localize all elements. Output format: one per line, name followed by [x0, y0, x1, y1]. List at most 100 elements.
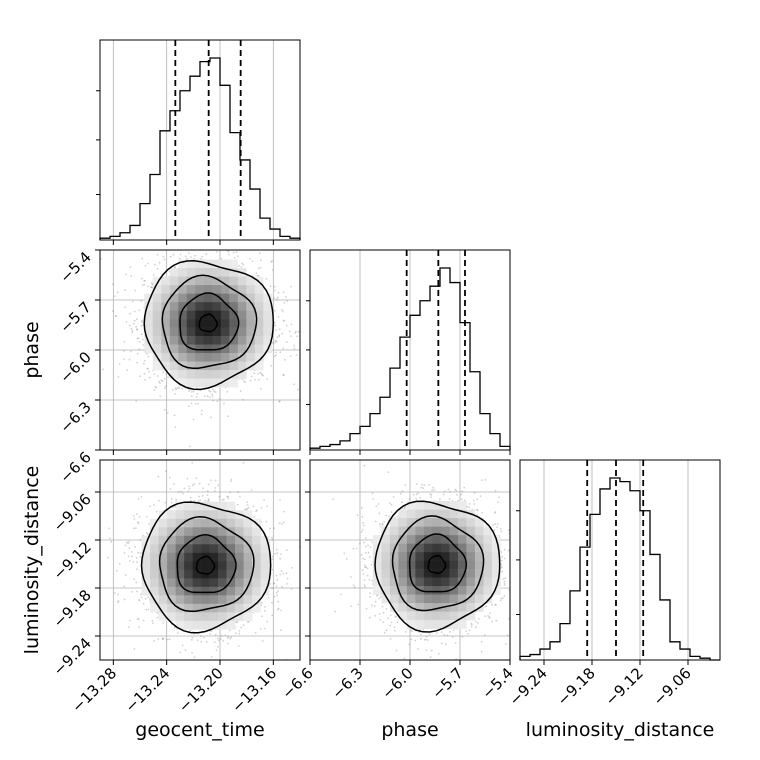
- panel-content: [100, 222, 303, 448]
- sample-point: [193, 222, 195, 224]
- sample-point: [128, 324, 131, 327]
- density-cell: [203, 268, 213, 277]
- sample-point: [217, 646, 219, 648]
- sample-point: [296, 388, 299, 391]
- sample-point: [118, 562, 121, 565]
- density-cell: [237, 276, 247, 286]
- density-cell: [195, 302, 205, 311]
- density-cell: [229, 327, 239, 337]
- density-cell: [195, 268, 205, 277]
- density-cell: [203, 378, 213, 388]
- density-cell: [186, 336, 196, 345]
- sample-point: [198, 482, 201, 485]
- density-cell: [186, 319, 196, 328]
- sample-point: [172, 253, 175, 256]
- sample-point: [136, 568, 138, 571]
- density-cell: [203, 276, 213, 286]
- sample-point: [190, 256, 192, 259]
- sample-point: [125, 273, 127, 276]
- density-cell: [203, 285, 213, 294]
- density-cell: [212, 370, 222, 379]
- sample-point: [133, 319, 136, 322]
- density-cell: [186, 370, 196, 379]
- sample-point: [301, 335, 303, 337]
- density-cell: [203, 302, 213, 311]
- sample-point: [276, 608, 279, 611]
- sample-point: [141, 277, 143, 280]
- y-tick-label: −6.3: [56, 398, 94, 436]
- density-cell: [144, 319, 154, 328]
- sample-point: [279, 499, 281, 502]
- sample-point: [281, 310, 284, 313]
- sample-point: [214, 391, 217, 393]
- density-cell: [254, 327, 264, 337]
- contour-line: [198, 313, 218, 333]
- density-cell: [220, 285, 230, 294]
- sample-point: [274, 341, 277, 344]
- sample-point: [147, 608, 150, 611]
- sample-point: [170, 498, 173, 500]
- sample-point: [218, 495, 221, 498]
- sample-point: [279, 573, 282, 576]
- sample-point: [266, 378, 269, 380]
- sample-point: [293, 347, 296, 350]
- density-cell: [195, 327, 205, 337]
- sample-point: [146, 262, 149, 265]
- sample-point: [176, 632, 179, 634]
- sample-point: [290, 323, 293, 326]
- sample-point: [224, 662, 226, 664]
- sample-point: [282, 319, 285, 322]
- sample-point: [237, 255, 239, 258]
- sample-point: [128, 560, 131, 562]
- panel-1-1: [306, 249, 511, 455]
- sample-point: [176, 387, 179, 389]
- density-cell: [178, 319, 188, 328]
- density-cell: [203, 336, 213, 345]
- density-cell: [246, 310, 256, 320]
- density-cell: [237, 370, 247, 379]
- sample-point: [141, 319, 144, 322]
- sample-point: [155, 510, 158, 513]
- sample-point: [174, 426, 177, 428]
- density-cell: [220, 378, 230, 388]
- sample-point: [127, 542, 129, 545]
- sample-point: [165, 470, 167, 473]
- sample-point: [278, 335, 280, 338]
- sample-point: [263, 499, 265, 501]
- sample-point: [239, 495, 241, 498]
- sample-point: [113, 295, 116, 297]
- sample-point: [274, 289, 276, 292]
- density-cell: [229, 293, 239, 303]
- density-cell: [212, 268, 222, 277]
- sample-point: [163, 387, 166, 390]
- sample-point: [136, 328, 139, 331]
- sample-point: [132, 515, 135, 517]
- sample-point: [181, 644, 184, 647]
- contours: [143, 260, 275, 391]
- density-cell: [220, 310, 230, 320]
- sample-point: [137, 618, 140, 620]
- density-cell: [161, 310, 171, 320]
- sample-point: [205, 253, 208, 256]
- sample-point: [191, 484, 194, 487]
- sample-point: [163, 377, 166, 380]
- density-cell: [229, 319, 239, 328]
- sample-point: [143, 280, 146, 282]
- density-cell: [169, 268, 179, 277]
- density-cell: [144, 293, 154, 303]
- density-cell: [263, 310, 273, 320]
- density-cell: [152, 302, 162, 311]
- density-cell: [220, 293, 230, 303]
- contour-line: [179, 292, 240, 351]
- density-cell: [254, 302, 264, 311]
- density-cell: [220, 344, 230, 354]
- sample-point: [190, 395, 193, 397]
- density-cell: [237, 353, 247, 362]
- sample-point: [266, 505, 269, 508]
- sample-point: [273, 595, 276, 598]
- y-tick-label: −6.6: [56, 448, 94, 486]
- sample-point: [148, 376, 151, 379]
- sample-point: [149, 505, 151, 507]
- sample-point: [275, 354, 277, 357]
- sample-point: [185, 257, 188, 260]
